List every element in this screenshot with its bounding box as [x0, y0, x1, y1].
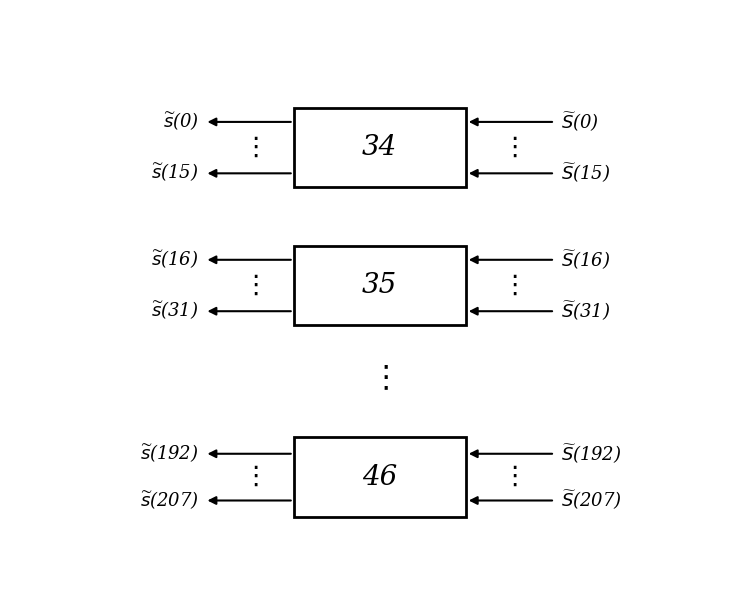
Text: $\widetilde{S}$(16): $\widetilde{S}$(16): [561, 248, 611, 272]
Text: $\widetilde{S}$(207): $\widetilde{S}$(207): [561, 489, 622, 512]
Bar: [293, 438, 466, 517]
Text: 34: 34: [362, 134, 397, 161]
Bar: [293, 108, 466, 188]
Text: $\widetilde{S}$(192): $\widetilde{S}$(192): [561, 442, 621, 466]
Text: $\vdots$: $\vdots$: [242, 135, 259, 161]
Text: $\widetilde{S}$(0): $\widetilde{S}$(0): [561, 110, 599, 134]
Text: $\vdots$: $\vdots$: [501, 135, 517, 161]
Text: $\widetilde{s}$(15): $\widetilde{s}$(15): [151, 162, 199, 185]
Text: $\vdots$: $\vdots$: [370, 364, 389, 393]
Bar: [293, 246, 466, 325]
Text: $\widetilde{s}$(31): $\widetilde{s}$(31): [151, 300, 199, 322]
Text: $\widetilde{s}$(192): $\widetilde{s}$(192): [140, 443, 199, 465]
Text: $\widetilde{s}$(207): $\widetilde{s}$(207): [140, 489, 199, 512]
Text: $\widetilde{s}$(0): $\widetilde{s}$(0): [163, 111, 199, 133]
Text: $\widetilde{S}$(31): $\widetilde{S}$(31): [561, 299, 611, 323]
Text: $\vdots$: $\vdots$: [501, 273, 517, 299]
Text: $\widetilde{S}$(15): $\widetilde{S}$(15): [561, 161, 611, 185]
Text: $\vdots$: $\vdots$: [501, 464, 517, 490]
Text: $\widetilde{s}$(16): $\widetilde{s}$(16): [151, 249, 199, 271]
Text: $\vdots$: $\vdots$: [242, 464, 259, 490]
Text: $\vdots$: $\vdots$: [242, 273, 259, 299]
Text: 46: 46: [362, 464, 397, 490]
Text: 35: 35: [362, 272, 397, 299]
